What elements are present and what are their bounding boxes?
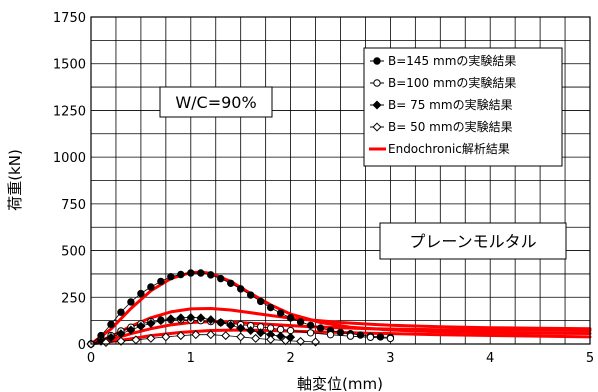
- legend-marker-4: [372, 122, 382, 132]
- series-3-point: [226, 320, 236, 330]
- series-1-point: [316, 324, 325, 332]
- material-annotation: プレーンモルタル: [379, 222, 567, 260]
- series-1-point: [187, 269, 195, 277]
- series-3-point: [126, 325, 136, 335]
- y-tick-labels: 0 250 500 750 1000 1250 1500 1750: [53, 11, 86, 353]
- y-axis-label: 荷重(kN): [6, 149, 24, 211]
- series-3-point: [146, 318, 156, 328]
- series-4-point: [236, 332, 246, 342]
- series-4-point: [251, 333, 261, 343]
- series-1-point: [376, 333, 385, 341]
- series-4-point: [191, 330, 201, 340]
- legend-marker-2: [373, 79, 381, 87]
- series-1-point: [246, 291, 255, 299]
- y-tick-label: 500: [61, 245, 86, 260]
- series-3-point: [106, 332, 116, 342]
- series-4-point: [296, 336, 306, 346]
- legend-marker-1: [373, 57, 381, 65]
- series-3-point: [166, 314, 176, 324]
- series-4-line: [90, 334, 316, 345]
- series-4-point: [176, 331, 186, 341]
- wc-annotation-box: [159, 86, 273, 118]
- series-3-point: [136, 321, 146, 331]
- series-4-point: [266, 335, 276, 345]
- series-4-point: [311, 337, 321, 347]
- series-3-point: [216, 318, 226, 328]
- series-1-point: [217, 274, 225, 283]
- series-1-point: [127, 298, 135, 306]
- series-1-point: [306, 321, 315, 330]
- legend-label-3: B= 75 mmの実験結果: [388, 97, 513, 112]
- series-3-point: [156, 316, 166, 326]
- y-tick-label: 1750: [53, 11, 86, 26]
- series-1-point: [117, 308, 125, 316]
- material-annotation-text: プレーンモルタル: [409, 232, 536, 251]
- series-2-point: [386, 334, 395, 343]
- legend-rows: [369, 57, 386, 151]
- legend-label-5: Endochronic解析結果: [388, 142, 510, 156]
- series-4-point: [161, 332, 171, 342]
- series-1-point: [296, 318, 305, 326]
- series-4-point: [146, 333, 156, 343]
- series-1-point: [256, 297, 265, 306]
- series-3-point: [176, 313, 186, 323]
- legend-label-2: B=100 mmの実験結果: [388, 75, 516, 90]
- series-1-point: [177, 270, 185, 279]
- y-tick-label: 1250: [53, 104, 86, 119]
- y-tick-label: 250: [61, 291, 86, 306]
- plot-frame: [90, 16, 591, 345]
- series-2-point: [326, 330, 335, 339]
- series-1-point: [157, 277, 165, 286]
- legend-box: [363, 47, 563, 167]
- legend-label-1: B=145 mmの実験結果: [388, 53, 516, 68]
- experiment-points: [86, 269, 395, 349]
- series-1-point: [147, 283, 155, 291]
- series-1-point: [107, 320, 115, 329]
- series-1-point: [276, 309, 285, 317]
- x-tick-label: 2: [286, 351, 294, 366]
- analysis-curve: [89, 328, 592, 346]
- x-tick-label: 5: [586, 351, 594, 366]
- series-3-point: [236, 323, 246, 333]
- series-3-point: [196, 313, 206, 323]
- series-3-point: [256, 328, 266, 338]
- series-4-point: [206, 330, 216, 340]
- series-1-point: [137, 289, 145, 298]
- y-tick-label: 750: [61, 198, 86, 213]
- series-1-point: [167, 273, 175, 281]
- wc-annotation: W/C=90%: [159, 86, 273, 118]
- material-annotation-box: [379, 222, 567, 260]
- series-3-point: [246, 326, 256, 336]
- legend-marker-3: [372, 100, 382, 110]
- series-4-point: [221, 331, 231, 341]
- series-2-point: [306, 329, 315, 337]
- x-axis-label: 軸変位(mm): [297, 375, 383, 392]
- series-2-point: [346, 332, 355, 340]
- x-tick-label: 0: [87, 351, 95, 366]
- series-2-point: [366, 333, 375, 341]
- series-1-point: [336, 328, 345, 337]
- series-4-point: [116, 336, 126, 346]
- series-1-point: [237, 285, 245, 293]
- x-tick-label: 3: [386, 351, 394, 366]
- legend: B=145 mmの実験結果 B=100 mmの実験結果 B= 75 mmの実験結…: [363, 47, 563, 167]
- legend-label-4: B= 50 mmの実験結果: [388, 119, 513, 134]
- series-1-point: [197, 269, 205, 277]
- x-tick-label: 4: [486, 351, 494, 366]
- y-tick-label: 0: [78, 338, 86, 353]
- series-3-point: [206, 315, 216, 325]
- series-1-point: [207, 271, 215, 279]
- wc-annotation-text: W/C=90%: [175, 93, 256, 112]
- series-1-point: [286, 314, 295, 322]
- series-3-point: [186, 312, 196, 322]
- series-1-point: [227, 279, 235, 287]
- series-1-point: [266, 303, 275, 312]
- y-tick-label: 1500: [53, 58, 86, 73]
- x-tick-label: 1: [187, 351, 195, 366]
- x-tick-labels: 0 1 2 3 4 5: [87, 351, 594, 366]
- y-tick-label: 1000: [53, 151, 86, 166]
